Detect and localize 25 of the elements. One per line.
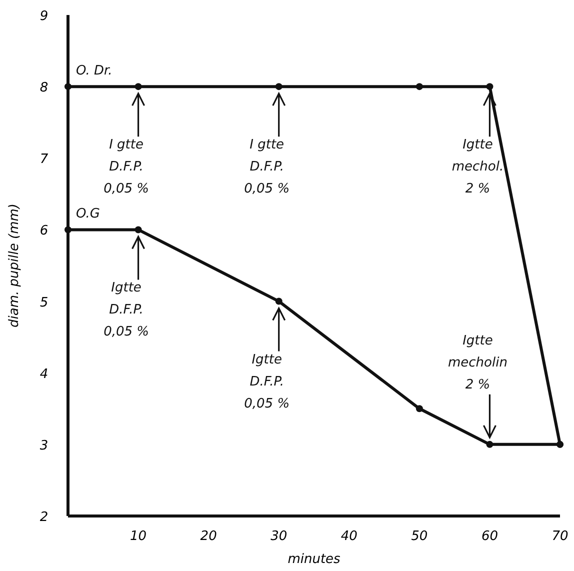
x-tick-label: 20: [200, 529, 217, 544]
x-tick-label: 10: [130, 529, 147, 544]
y-tick-label: 8: [40, 80, 48, 96]
annotation: Igtte mechol. 2 %: [452, 138, 504, 197]
series-label: O.G: [76, 206, 100, 222]
y-tick-label: 2: [40, 510, 48, 525]
annotation: Igtte D.F.P. 0,05 %: [244, 352, 290, 412]
y-tick-label: 7: [40, 152, 49, 168]
y-axis-title: diam. pupille (mm): [7, 204, 22, 328]
x-tick-label: 50: [411, 529, 428, 544]
x-tick-label: 40: [340, 529, 358, 544]
y-tick-label: 3: [40, 438, 48, 454]
x-tick-label: 60: [481, 529, 498, 544]
y-tick-label: 6: [40, 224, 48, 239]
series-label: O. Dr.: [76, 64, 112, 79]
x-axis-title: minutes: [288, 552, 341, 567]
annotation: Igtte mecholin 2 %: [448, 333, 508, 392]
y-tick-label: 5: [40, 295, 48, 310]
x-tick-label: 30: [270, 529, 288, 544]
annotation: I gtte D.F.P. 0,05 %: [104, 138, 150, 197]
annotation: Igtte D.F.P. 0,05 %: [104, 280, 150, 340]
x-tick-label: 70: [552, 529, 568, 544]
y-tick-label: 9: [40, 9, 48, 24]
y-tick-label: 4: [40, 366, 48, 382]
annotation: I gtte D.F.P. 0,05 %: [244, 138, 290, 197]
